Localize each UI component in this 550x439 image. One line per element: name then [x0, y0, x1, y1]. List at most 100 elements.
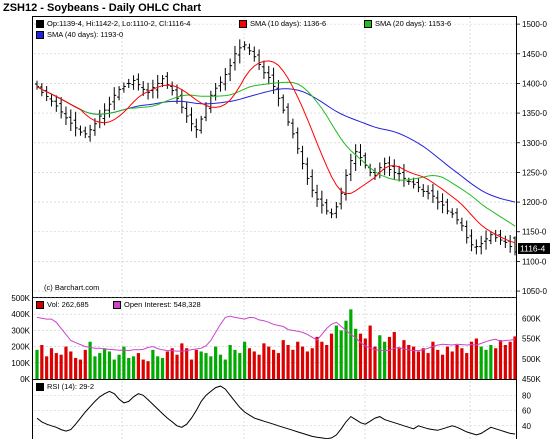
- ohlc-bar: [324, 199, 329, 215]
- oi-tick-label: 550K: [522, 335, 541, 344]
- volume-bar: [484, 349, 488, 379]
- volume-bar: [426, 353, 430, 379]
- volume-bar: [344, 320, 348, 379]
- volume-bar: [189, 359, 194, 379]
- ohlc-bar: [426, 185, 431, 200]
- volume-bar: [421, 348, 425, 379]
- ohlc-bar: [358, 144, 363, 166]
- volume-bar: [223, 359, 227, 379]
- volume-bar: [40, 344, 44, 379]
- ohlc-bar: [479, 235, 484, 255]
- volume-bar: [368, 325, 372, 379]
- volume-bar: [407, 344, 411, 379]
- volume-bar: [349, 309, 353, 379]
- volume-tick-label: 200K: [11, 343, 30, 352]
- volume-bar: [267, 346, 271, 379]
- volume-tick-label: 0K: [20, 375, 30, 384]
- volume-bar: [165, 351, 169, 379]
- volume-bar: [431, 341, 435, 379]
- ohlc-bar: [68, 109, 73, 132]
- ohlc-bar: [131, 75, 136, 90]
- ohlc-bar: [271, 67, 276, 94]
- ohlc-bar: [194, 118, 199, 138]
- volume-bar: [74, 357, 78, 379]
- ohlc-bar: [445, 198, 450, 215]
- volume-bar: [320, 341, 324, 379]
- volume-bar: [214, 346, 218, 379]
- volume-bar: [325, 344, 329, 379]
- ohlc-bar: [503, 235, 508, 248]
- ohlc-bar: [286, 103, 291, 126]
- ohlc-bar: [78, 125, 83, 136]
- ohlc-bar: [257, 49, 262, 71]
- price-tick-label: 1100-0: [522, 257, 547, 266]
- ohlc-bar: [421, 184, 426, 197]
- price-panel-frame: [32, 16, 517, 298]
- volume-bar: [88, 341, 92, 379]
- ohlc-bar: [59, 97, 64, 119]
- volume-bar: [296, 341, 300, 379]
- ohlc-bar: [411, 177, 416, 189]
- volume-bar: [127, 357, 131, 379]
- volume-bar: [416, 351, 421, 379]
- ohlc-bar: [401, 163, 406, 187]
- ohlc-bar: [247, 43, 252, 56]
- volume-bar: [117, 354, 121, 379]
- volume-bar: [78, 359, 83, 379]
- volume-bar: [107, 351, 112, 379]
- volume-bar: [170, 348, 174, 379]
- rsi-tick-label: 60: [522, 407, 531, 416]
- ohlc-bar: [126, 78, 131, 89]
- price-tick-label: 1200-0: [522, 198, 547, 207]
- volume-bar: [455, 344, 459, 379]
- volume-bar: [494, 348, 498, 379]
- ohlc-bar: [459, 217, 464, 232]
- volume-bar: [112, 359, 116, 379]
- ohlc-bar: [213, 82, 218, 101]
- open-interest-line: [36, 315, 516, 352]
- volume-bar: [479, 346, 483, 379]
- volume-bar: [252, 351, 256, 379]
- ohlc-bar: [83, 126, 88, 139]
- volume-bar: [209, 356, 213, 379]
- volume-bar: [83, 349, 87, 379]
- volume-bar: [69, 351, 73, 379]
- ohlc-bar: [435, 190, 440, 210]
- ohlc-bar: [242, 41, 247, 51]
- ohlc-bar: [464, 220, 469, 244]
- volume-bar: [49, 348, 54, 379]
- ohlc-bar: [305, 157, 310, 185]
- ohlc-bar: [232, 45, 237, 71]
- volume-bar: [233, 349, 237, 379]
- volume-bar: [397, 348, 401, 379]
- price-tick-label: 1450-0: [522, 50, 547, 59]
- ohlc-bar: [276, 80, 281, 107]
- volume-bar: [281, 340, 285, 379]
- volume-bar: [392, 332, 396, 379]
- volume-bar: [180, 343, 184, 379]
- volume-bar: [59, 354, 63, 379]
- rsi-axis: 40 60 80: [34, 391, 531, 431]
- last-price-tag: 1116-4: [520, 244, 545, 254]
- volume-bar: [412, 346, 416, 379]
- volume-bar: [218, 354, 223, 379]
- sma10-line: [36, 60, 516, 244]
- ohlc-bar: [218, 76, 223, 92]
- ohlc-bar: [310, 169, 315, 198]
- volume-bar: [93, 356, 97, 379]
- ohlc-bar: [223, 68, 228, 91]
- open-interest-path: [36, 315, 516, 352]
- ohlc-bar: [189, 107, 194, 132]
- ohlc-bar: [121, 82, 126, 93]
- sma20-line: [36, 81, 516, 227]
- legend-open-interest: Open Interest: 548,328: [113, 300, 201, 310]
- volume-bar: [151, 349, 155, 379]
- volume-bar: [291, 349, 295, 379]
- volume-bar: [300, 346, 305, 379]
- ohlc-bar: [160, 75, 165, 88]
- volume-bar: [445, 346, 450, 379]
- oi-tick-label: 450K: [522, 375, 541, 384]
- volume-bar: [339, 330, 343, 379]
- volume-bar: [310, 348, 314, 379]
- ohlc-bar: [334, 201, 339, 219]
